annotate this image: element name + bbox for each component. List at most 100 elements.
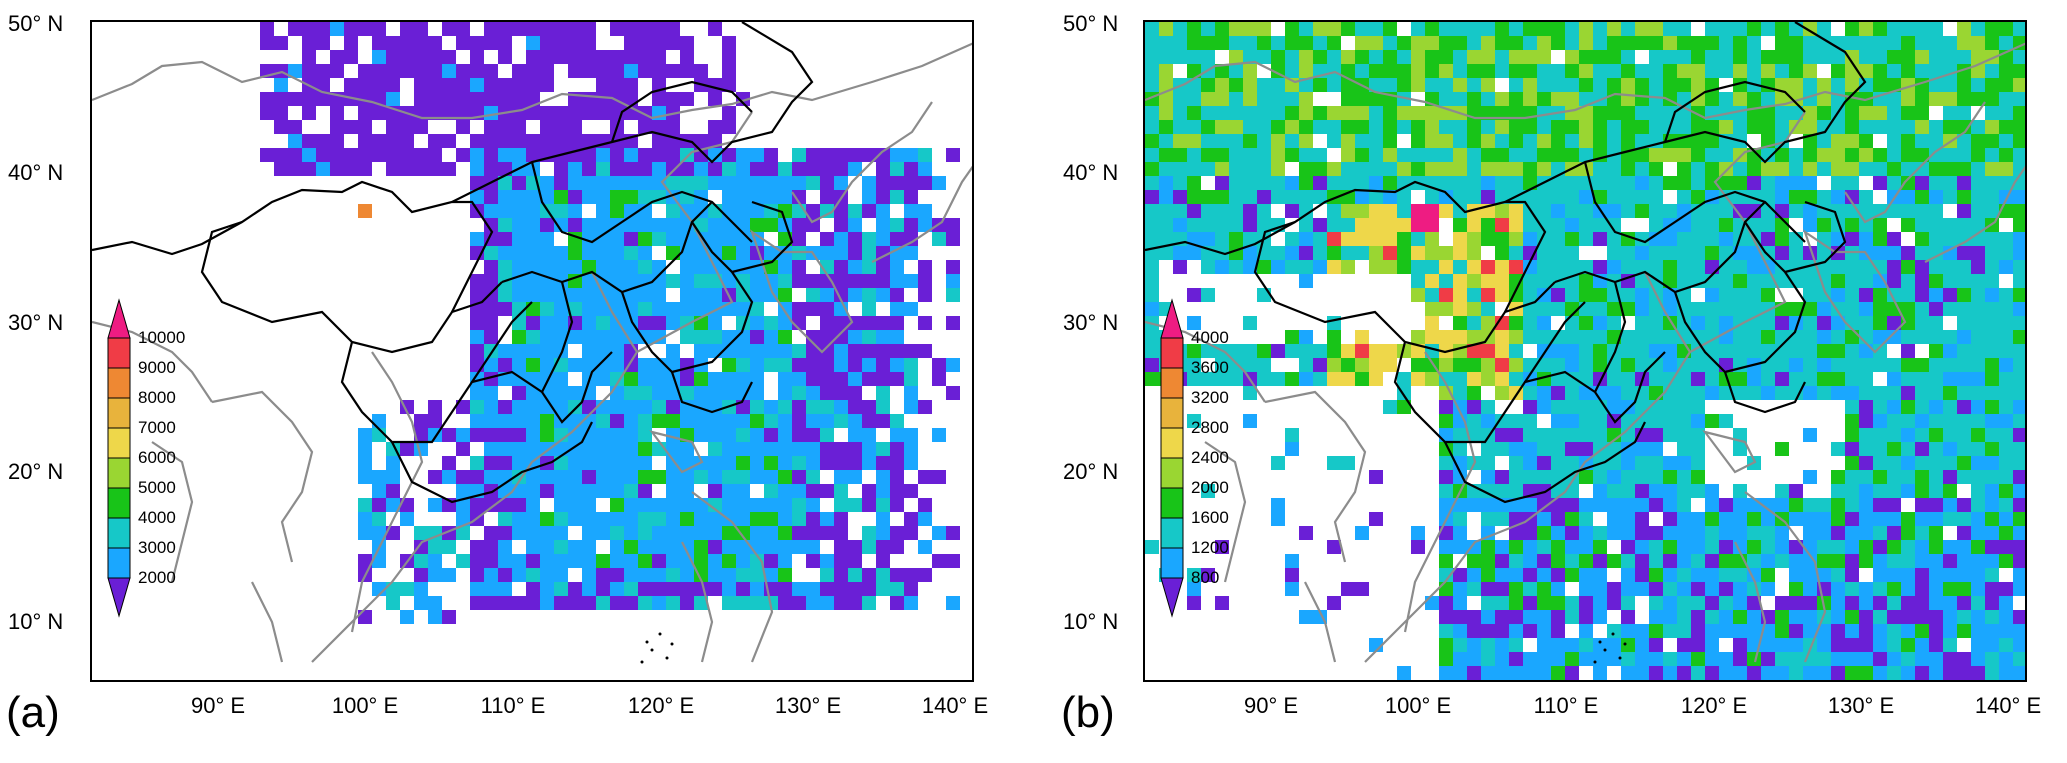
grid-cell	[764, 568, 778, 582]
grid-cell	[1705, 50, 1719, 64]
grid-cell	[1523, 568, 1537, 582]
grid-cell	[666, 568, 680, 582]
grid-cell	[1901, 596, 1915, 610]
grid-cell	[1999, 512, 2013, 526]
grid-cell	[582, 568, 596, 582]
grid-cell	[1831, 78, 1845, 92]
grid-cell	[1285, 554, 1299, 568]
grid-cell	[1439, 596, 1453, 610]
grid-cell	[1593, 638, 1607, 652]
grid-cell	[1271, 36, 1285, 50]
grid-cell	[1565, 64, 1579, 78]
grid-cell	[666, 554, 680, 568]
grid-cell	[1313, 344, 1327, 358]
grid-cell	[1621, 540, 1635, 554]
grid-cell	[1677, 596, 1691, 610]
grid-cell	[778, 414, 792, 428]
grid-cell	[1509, 330, 1523, 344]
grid-cell	[862, 400, 876, 414]
grid-cell	[862, 344, 876, 358]
grid-cell	[1411, 540, 1425, 554]
grid-cell	[1145, 232, 1159, 246]
grid-cell	[1537, 50, 1551, 64]
grid-cell	[568, 134, 582, 148]
grid-cell	[1663, 148, 1677, 162]
grid-cell	[1299, 162, 1313, 176]
grid-cell	[484, 36, 498, 50]
grid-cell	[1579, 624, 1593, 638]
grid-cell	[386, 582, 400, 596]
grid-cell	[1845, 232, 1859, 246]
grid-cell	[708, 526, 722, 540]
grid-cell	[596, 414, 610, 428]
grid-cell	[652, 22, 666, 36]
grid-cell	[1817, 330, 1831, 344]
grid-cell	[1537, 400, 1551, 414]
grid-cell	[596, 50, 610, 64]
grid-cell	[806, 400, 820, 414]
grid-cell	[1915, 386, 1929, 400]
grid-cell	[1537, 92, 1551, 106]
grid-cell	[470, 596, 484, 610]
grid-cell	[792, 470, 806, 484]
grid-cell	[1565, 50, 1579, 64]
grid-cell	[1873, 540, 1887, 554]
grid-cell	[1593, 232, 1607, 246]
grid-cell	[1817, 372, 1831, 386]
grid-cell	[1201, 106, 1215, 120]
grid-cell	[1635, 246, 1649, 260]
grid-cell	[680, 274, 694, 288]
grid-cell	[1439, 330, 1453, 344]
grid-cell	[652, 134, 666, 148]
grid-cells	[1145, 22, 2025, 682]
grid-cell	[708, 512, 722, 526]
grid-cell	[1621, 624, 1635, 638]
grid-cell	[554, 190, 568, 204]
grid-cell	[1299, 190, 1313, 204]
grid-cell	[778, 204, 792, 218]
grid-cell	[1929, 400, 1943, 414]
grid-cell	[400, 120, 414, 134]
grid-cell	[834, 162, 848, 176]
grid-cell	[1495, 470, 1509, 484]
grid-cell	[638, 22, 652, 36]
grid-cell	[750, 568, 764, 582]
grid-cell	[1929, 470, 1943, 484]
grid-cell	[708, 554, 722, 568]
colorbar-label: 9000	[138, 358, 176, 377]
grid-cell	[1425, 120, 1439, 134]
grid-cell	[1425, 50, 1439, 64]
grid-cell	[946, 554, 960, 568]
grid-cell	[1691, 372, 1705, 386]
grid-cell	[1243, 64, 1257, 78]
grid-cell	[638, 120, 652, 134]
grid-cell	[652, 148, 666, 162]
grid-cell	[470, 386, 484, 400]
grid-cell	[1397, 36, 1411, 50]
grid-cell	[1719, 50, 1733, 64]
grid-cell	[1523, 386, 1537, 400]
grid-cell	[1901, 428, 1915, 442]
grid-cell	[1551, 148, 1565, 162]
grid-cell	[1691, 204, 1705, 218]
grid-cell	[1831, 134, 1845, 148]
grid-cell	[1845, 400, 1859, 414]
grid-cell	[834, 568, 848, 582]
grid-cell	[1999, 680, 2013, 682]
grid-cell	[1971, 64, 1985, 78]
grid-cell	[666, 64, 680, 78]
grid-cell	[778, 442, 792, 456]
grid-cell	[904, 162, 918, 176]
grid-cell	[778, 526, 792, 540]
grid-cell	[1747, 372, 1761, 386]
grid-cell	[680, 148, 694, 162]
grid-cell	[736, 218, 750, 232]
grid-cell	[876, 540, 890, 554]
grid-cell	[1145, 176, 1159, 190]
grid-cell	[568, 414, 582, 428]
grid-cell	[1621, 204, 1635, 218]
grid-cell	[1705, 176, 1719, 190]
grid-cell	[1733, 484, 1747, 498]
grid-cell	[1705, 344, 1719, 358]
grid-cell	[526, 232, 540, 246]
